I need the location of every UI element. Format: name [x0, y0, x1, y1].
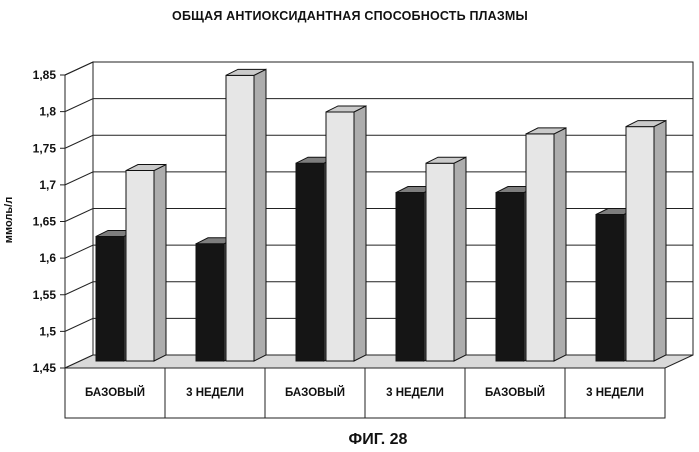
y-tick-label: 1,5	[39, 324, 56, 338]
x-category-label: 3 НЕДЕЛИ	[586, 387, 644, 399]
figure-caption: ФИГ. 28	[349, 431, 408, 448]
y-axis-label: ммоль/л	[3, 197, 15, 243]
bar-side	[454, 157, 466, 361]
y-tick-label: 1,65	[33, 215, 57, 229]
y-tick-label: 1,7	[39, 178, 56, 192]
y-tick-label: 1,8	[39, 105, 56, 119]
bar-side	[554, 128, 566, 361]
bar-front	[626, 127, 654, 361]
bar	[626, 121, 666, 361]
bar-side	[354, 106, 366, 361]
y-tick-label: 1,45	[33, 361, 57, 375]
y-tick-label: 1,85	[33, 68, 57, 82]
y-tick-label: 1,6	[39, 251, 56, 265]
bar-front	[596, 215, 624, 362]
bar-front	[96, 236, 124, 361]
x-category-label: БАЗОВЫЙ	[485, 386, 545, 399]
x-category-label: 3 НЕДЕЛИ	[386, 387, 444, 399]
chart-title: ОБЩАЯ АНТИОКСИДАНТНАЯ СПОСОБНОСТЬ ПЛАЗМЫ	[172, 9, 528, 23]
bar-front	[196, 244, 224, 361]
y-tick-label: 1,55	[33, 288, 57, 302]
x-category-label: 3 НЕДЕЛИ	[186, 387, 244, 399]
plot-area: 1,45 1,5 1,55 1,6 1,65 1,7 1,75 1,8 1,85 БАЗОВЫЙ 3…	[33, 62, 693, 418]
bar	[126, 165, 166, 361]
x-category-label: БАЗОВЫЙ	[85, 386, 145, 399]
bar	[426, 157, 466, 361]
bar-front	[396, 193, 424, 361]
bar-front	[426, 163, 454, 361]
bar-side	[254, 69, 266, 361]
bar	[226, 69, 266, 361]
bar-front	[126, 171, 154, 361]
bar	[526, 128, 566, 361]
x-category-label: БАЗОВЫЙ	[285, 386, 345, 399]
bar	[326, 106, 366, 361]
bar-side	[654, 121, 666, 361]
bar-front	[496, 193, 524, 361]
y-tick-label: 1,75	[33, 141, 57, 155]
bar-front	[526, 134, 554, 361]
bar-side	[154, 165, 166, 361]
bar-front	[226, 75, 254, 361]
bar-front	[296, 163, 324, 361]
bar-front	[326, 112, 354, 361]
